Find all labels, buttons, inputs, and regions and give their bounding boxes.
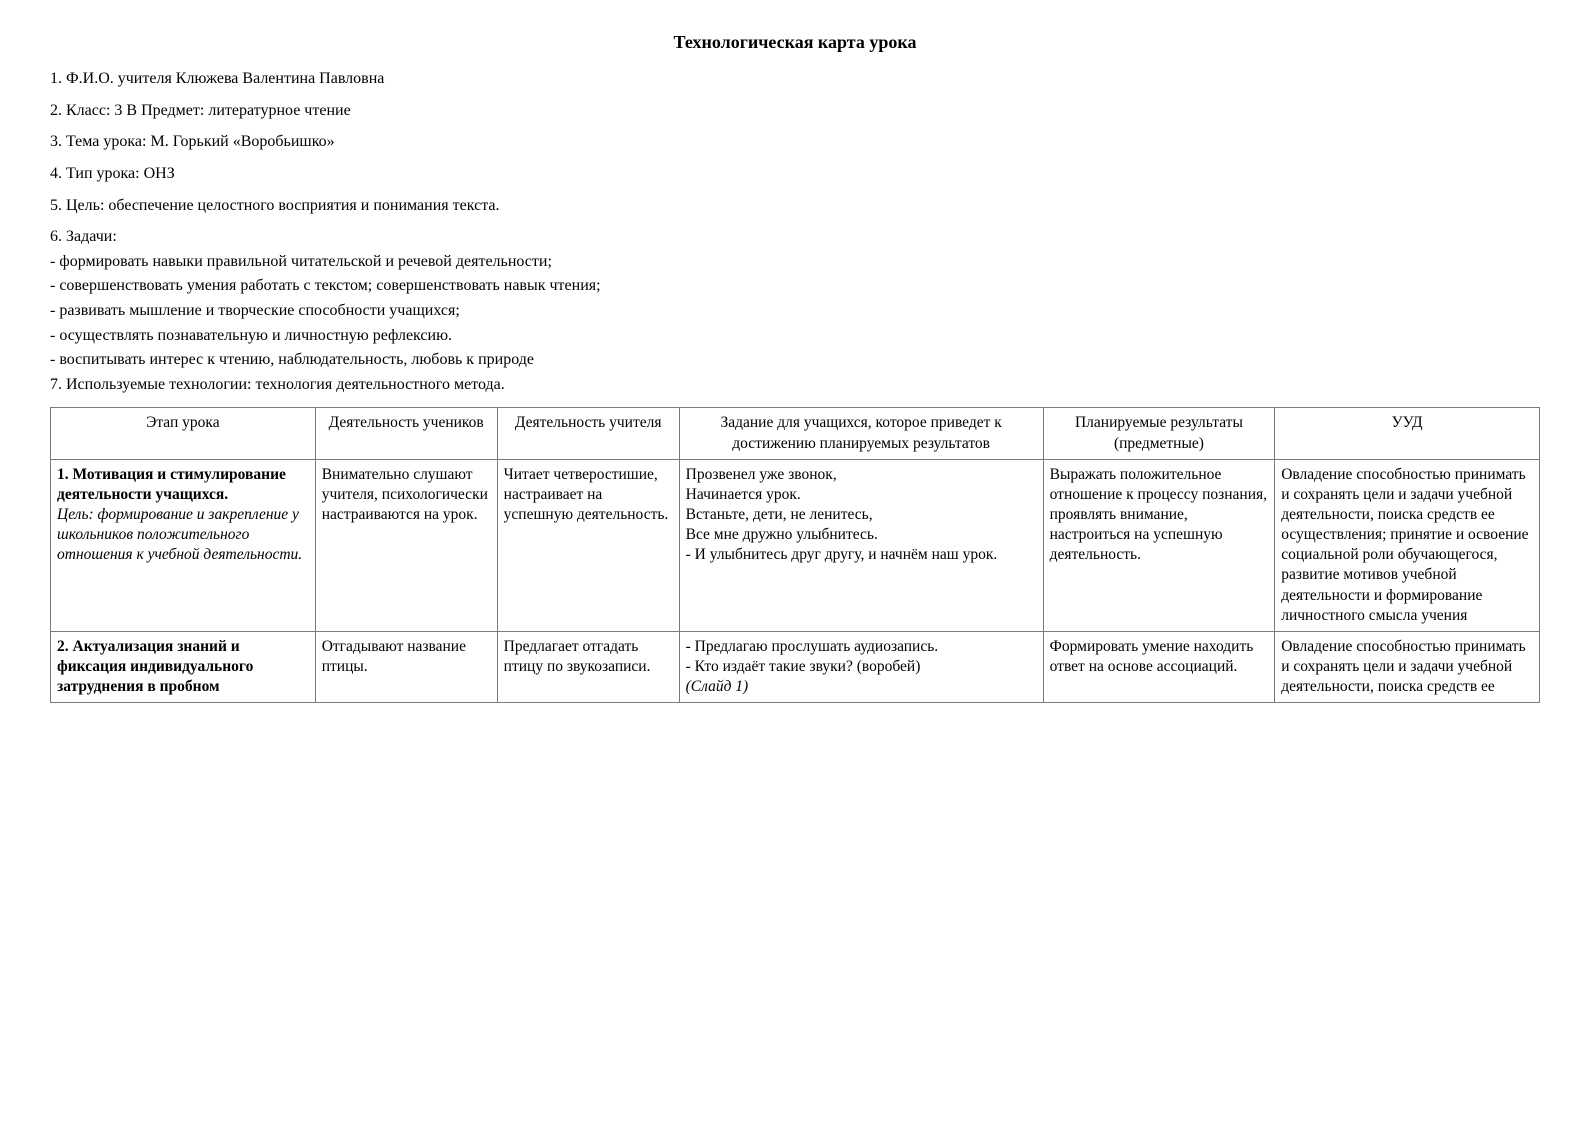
meta-block: 1. Ф.И.О. учителя Клюжева Валентина Павл… <box>50 68 1540 395</box>
cell-stage: 2. Актуализация знаний и фиксация индиви… <box>51 631 316 702</box>
table-row: 2. Актуализация знаний и фиксация индиви… <box>51 631 1540 702</box>
stage-title: 1. Мотивация и стимулирование деятельнос… <box>57 466 286 503</box>
cell-teacher: Предлагает отгадать птицу по звукозаписи… <box>497 631 679 702</box>
cell-students: Отгадывают название птицы. <box>315 631 497 702</box>
meta-lesson-type: 4. Тип урока: ОНЗ <box>50 163 1540 185</box>
meta-class-subject: 2. Класс: 3 В Предмет: литературное чтен… <box>50 100 1540 122</box>
meta-goal: 5. Цель: обеспечение целостного восприят… <box>50 195 1540 217</box>
th-students: Деятельность учеников <box>315 408 497 459</box>
page-title: Технологическая карта урока <box>50 30 1540 54</box>
table-row: 1. Мотивация и стимулирование деятельнос… <box>51 459 1540 631</box>
cell-task: Прозвенел уже звонок, Начинается урок. В… <box>679 459 1043 631</box>
meta-tasks-header: 6. Задачи: <box>50 226 1540 248</box>
cell-teacher: Читает четверостишие, настраивает на усп… <box>497 459 679 631</box>
cell-uud: Овладение способностью принимать и сохра… <box>1275 459 1540 631</box>
cell-students: Внимательно слушают учителя, психологиче… <box>315 459 497 631</box>
cell-task: - Предлагаю прослушать аудиозапись. - Кт… <box>679 631 1043 702</box>
meta-teacher: 1. Ф.И.О. учителя Клюжева Валентина Павл… <box>50 68 1540 90</box>
th-teacher: Деятельность учителя <box>497 408 679 459</box>
task-item: - развивать мышление и творческие способ… <box>50 300 1540 322</box>
stage-title: 2. Актуализация знаний и фиксация индиви… <box>57 638 253 695</box>
meta-technologies: 7. Используемые технологии: технология д… <box>50 374 1540 396</box>
meta-topic: 3. Тема урока: М. Горький «Воробьишко» <box>50 131 1540 153</box>
cell-results: Формировать умение находить ответ на осн… <box>1043 631 1275 702</box>
stage-goal: Цель: формирование и закрепление у школь… <box>57 506 302 563</box>
th-stage: Этап урока <box>51 408 316 459</box>
task-text: - Предлагаю прослушать аудиозапись. - Кт… <box>686 638 939 675</box>
cell-stage: 1. Мотивация и стимулирование деятельнос… <box>51 459 316 631</box>
th-results: Планируемые результаты (предметные) <box>1043 408 1275 459</box>
lesson-table: Этап урока Деятельность учеников Деятель… <box>50 407 1540 703</box>
task-slide: (Слайд 1) <box>686 678 749 695</box>
task-item: - совершенствовать умения работать с тек… <box>50 275 1540 297</box>
th-uud: УУД <box>1275 408 1540 459</box>
th-task: Задание для учащихся, которое приведет к… <box>679 408 1043 459</box>
cell-results: Выражать положительное отношение к проце… <box>1043 459 1275 631</box>
task-item: - воспитывать интерес к чтению, наблюдат… <box>50 349 1540 371</box>
table-header-row: Этап урока Деятельность учеников Деятель… <box>51 408 1540 459</box>
task-item: - осуществлять познавательную и личностн… <box>50 325 1540 347</box>
task-item: - формировать навыки правильной читатель… <box>50 251 1540 273</box>
cell-uud: Овладение способностью принимать и сохра… <box>1275 631 1540 702</box>
tasks-list: - формировать навыки правильной читатель… <box>50 251 1540 371</box>
